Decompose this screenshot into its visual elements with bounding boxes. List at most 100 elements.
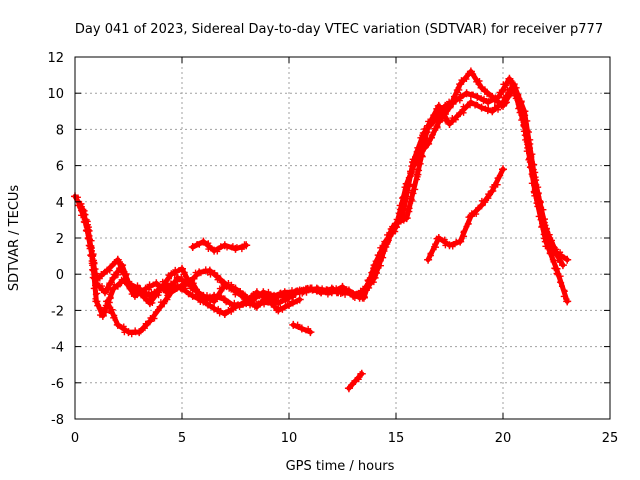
data-point-fill: [197, 270, 204, 277]
data-point: [231, 244, 240, 253]
data-point-fill: [544, 242, 551, 249]
data-point-fill: [340, 285, 347, 292]
data-point-fill: [430, 112, 437, 119]
data-point-fill: [488, 92, 495, 99]
data-point-fill: [355, 376, 362, 383]
data-point-fill: [478, 197, 485, 204]
data-point-fill: [442, 110, 449, 117]
data-point-fill: [386, 230, 393, 237]
data-point-fill: [118, 262, 125, 269]
data-point-fill: [238, 246, 245, 253]
data-point-fill: [385, 235, 392, 242]
y-tick-label: 6: [56, 160, 64, 175]
data-point-fill: [157, 299, 164, 306]
data-point-fill: [548, 239, 555, 246]
gridlines: [75, 57, 610, 419]
data-point-fill: [464, 220, 471, 227]
data-points: [71, 67, 572, 393]
data-point-fill: [481, 86, 488, 93]
y-tick-label: 4: [56, 196, 64, 211]
series-line: [425, 166, 506, 263]
data-point-fill: [109, 306, 116, 313]
y-tick-label: 10: [47, 87, 64, 102]
data-point-fill: [560, 293, 567, 300]
data-point-fill: [464, 72, 471, 79]
data-point-fill: [212, 294, 219, 301]
data-point-fill: [223, 299, 230, 306]
data-point-fill: [235, 301, 242, 308]
data-point-fill: [399, 195, 406, 202]
data-point-fill: [432, 244, 439, 251]
data-point-fill: [228, 281, 235, 288]
data-point-fill: [436, 116, 443, 123]
data-point-fill: [256, 301, 263, 308]
data-point-fill: [456, 97, 463, 104]
data-point-fill: [526, 155, 533, 162]
data-point: [563, 255, 572, 264]
data-point: [558, 261, 567, 270]
x-tick-label: 20: [495, 431, 512, 446]
data-point-fill: [393, 216, 400, 223]
series-track-3: [81, 67, 572, 311]
data-point-fill: [361, 293, 368, 300]
data-point-fill: [207, 271, 214, 278]
data-point-fill: [474, 102, 481, 109]
data-point-fill: [481, 95, 488, 102]
data-point-fill: [368, 269, 375, 276]
data-point-fill: [449, 243, 456, 250]
data-point: [424, 255, 433, 264]
data-point-fill: [405, 174, 412, 181]
data-point-fill: [374, 252, 381, 259]
data-point: [100, 288, 109, 297]
y-tick-label: 0: [56, 268, 64, 283]
data-point-fill: [436, 103, 443, 110]
x-tick-label: 15: [388, 431, 405, 446]
data-point: [210, 297, 219, 306]
data-point-fill: [151, 315, 158, 322]
data-point-fill: [439, 115, 446, 122]
data-point-fill: [365, 277, 372, 284]
data-point-fill: [557, 273, 564, 280]
data-point-fill: [226, 301, 233, 308]
data-point-fill: [171, 272, 178, 279]
data-point-fill: [128, 331, 135, 338]
data-point: [488, 107, 497, 116]
data-point-fill: [540, 206, 547, 213]
data-point-fill: [402, 187, 409, 194]
data-point-fill: [78, 203, 85, 210]
data-point-fill: [84, 218, 91, 225]
x-axis-label: GPS time / hours: [286, 459, 395, 474]
data-point-fill: [410, 190, 417, 197]
data-point-fill: [521, 123, 528, 130]
data-point-fill: [434, 123, 441, 130]
data-point-fill: [462, 104, 469, 111]
data-point-fill: [429, 132, 436, 139]
data-point-fill: [85, 226, 92, 233]
data-point-fill: [159, 284, 166, 291]
data-point-fill: [377, 244, 384, 251]
data-point-fill: [159, 278, 166, 285]
data-point-fill: [279, 306, 286, 313]
data-point-fill: [191, 283, 198, 290]
x-tick-label: 0: [71, 431, 79, 446]
data-point-fill: [406, 173, 413, 180]
data-point-fill: [407, 168, 414, 175]
data-point-fill: [504, 86, 511, 93]
data-point-fill: [351, 294, 358, 301]
data-point-fill: [237, 287, 244, 294]
data-point-fill: [524, 141, 531, 148]
data-point-fill: [267, 292, 274, 299]
data-point-fill: [216, 292, 223, 299]
data-point: [456, 80, 465, 89]
data-point-fill: [493, 96, 500, 103]
data-point-fill: [106, 267, 113, 274]
x-tick-label: 5: [178, 431, 186, 446]
data-point-fill: [91, 268, 98, 275]
data-point-fill: [148, 289, 155, 296]
y-tick-label: 2: [56, 232, 64, 247]
data-point-fill: [557, 255, 564, 262]
data-point-fill: [422, 135, 429, 142]
data-point-fill: [554, 271, 561, 278]
data-point: [220, 310, 229, 319]
